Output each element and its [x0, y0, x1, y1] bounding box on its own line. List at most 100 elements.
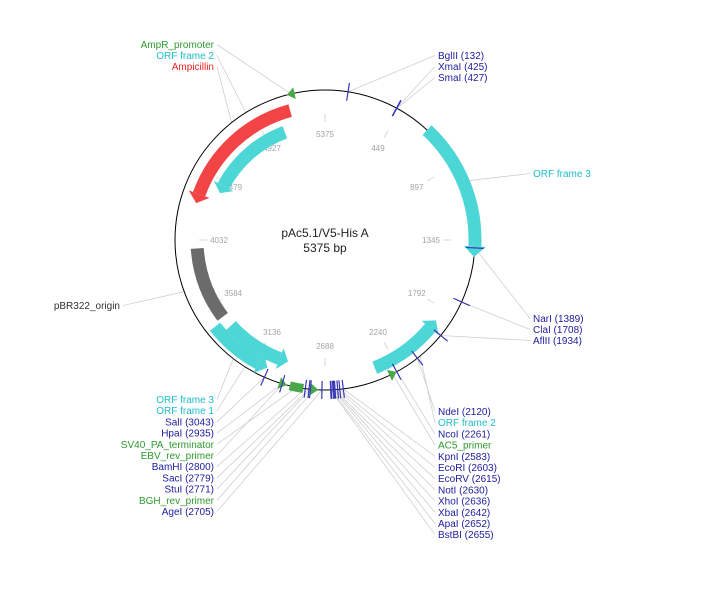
leader-line — [216, 389, 311, 490]
orf-frame-2-arrowhead — [213, 180, 234, 194]
site-sali-3043 — [260, 368, 269, 386]
site-xhoi-2636 — [332, 380, 336, 399]
label-ac5-primer: AC5_primer — [438, 441, 492, 452]
label-bamhi-2800: BamHI (2800) — [152, 462, 214, 473]
label-xmai-425: XmaI (425) — [438, 62, 487, 73]
tick-line — [426, 176, 435, 182]
label-orf-frame-1: ORF frame 1 — [156, 406, 214, 417]
leader-line — [347, 55, 436, 93]
site-bamhi-2800 — [303, 379, 308, 398]
tick-label: 2688 — [316, 342, 334, 351]
label-smai-427: SmaI (427) — [438, 73, 487, 84]
site-kpni-2583 — [341, 379, 345, 398]
restriction-site-marks — [260, 82, 484, 399]
leader-line — [334, 389, 436, 491]
leader-line — [216, 383, 283, 434]
label-stui-2771: StuI (2771) — [165, 485, 214, 496]
site-stui-2771 — [308, 380, 312, 399]
leader-line — [396, 66, 436, 109]
label-hpai-2935: HpaI (2935) — [161, 429, 214, 440]
tick-line — [383, 341, 389, 350]
label-apai-2652: ApaI (2652) — [438, 519, 490, 530]
site-smai-427 — [391, 100, 402, 117]
label-xbai-2642: XbaI (2642) — [438, 508, 490, 519]
leader-line — [333, 389, 436, 502]
leader-line — [332, 389, 436, 513]
sv40-pa-terminator-marker — [288, 381, 304, 393]
label-xhoi-2636: XhoI (2636) — [438, 497, 490, 508]
leader-line — [330, 389, 436, 524]
site-nari-1389 — [465, 246, 484, 250]
label-ncoi-2261: NcoI (2261) — [438, 429, 490, 440]
site-noti-2630 — [333, 380, 337, 399]
leader-line — [343, 388, 436, 457]
orf-frame-2-arrowhead — [421, 320, 439, 336]
label-saci-2779: SacI (2779) — [162, 473, 214, 484]
leader-line — [122, 291, 185, 306]
feature-arcs — [188, 87, 486, 396]
leader-line — [216, 376, 265, 423]
site-ecori-2603 — [338, 380, 342, 399]
site-bstbi-2655 — [329, 380, 332, 399]
label-ampr-promoter: AmpR_promoter — [141, 40, 215, 51]
leader-line — [216, 389, 323, 512]
label-ndei-2120: NdeI (2120) — [438, 407, 491, 418]
label-clai-1708: ClaI (1708) — [533, 325, 582, 336]
leader-line — [216, 388, 310, 479]
site-xbai-2642 — [331, 380, 335, 399]
leader-line — [216, 366, 246, 411]
tick-label: 4927 — [263, 144, 281, 153]
label-nari-1389: NarI (1389) — [533, 314, 584, 325]
leader-line — [339, 388, 436, 468]
leader-line — [419, 355, 436, 423]
label-bstbi-2655: BstBI (2655) — [438, 530, 494, 541]
label-kpni-2583: KpnI (2583) — [438, 452, 490, 463]
orf-frame-1-arrowhead — [275, 348, 289, 369]
label-agei-2705: AgeI (2705) — [162, 507, 214, 518]
leader-line — [337, 389, 436, 479]
orf-frame-2-arc — [372, 323, 436, 374]
label-bglii-132: BglII (132) — [438, 51, 484, 62]
label-noti-2630: NotI (2630) — [438, 485, 488, 496]
label-sv40-pa-terminator: SV40_PA_terminator — [121, 440, 215, 451]
tick-marks: 5375 449 897 1345 1792 2240 2688 3136 3584 4032 44… — [199, 114, 451, 366]
tick-label: 449 — [371, 144, 385, 153]
tick-label: 4032 — [210, 236, 228, 245]
leader-line — [216, 388, 306, 467]
ampicillin-arrowhead — [188, 190, 210, 204]
tick-line — [426, 298, 435, 304]
leader-line — [216, 383, 283, 456]
tick-label: 1792 — [408, 289, 426, 298]
label-aflii-1934: AflII (1934) — [533, 336, 582, 347]
label-ampicillin: Ampicillin — [172, 62, 214, 73]
site-hpai-2935 — [279, 374, 286, 393]
leader-line — [216, 66, 232, 123]
site-aflii-1934 — [433, 329, 449, 342]
label-ecori-2603: EcoRI (2603) — [438, 463, 497, 474]
leader-line — [330, 389, 436, 535]
site-saci-2779 — [307, 380, 311, 399]
label-bgh-rev-primer: BGH_rev_primer — [139, 496, 215, 507]
site-clai-1708 — [453, 297, 471, 307]
leader-line — [474, 247, 531, 319]
label-sali-3043: SalI (3043) — [165, 417, 214, 428]
ac5-primer-marker — [386, 370, 397, 381]
site-bglii-132 — [346, 82, 351, 101]
plasmid-size: 5375 bp — [303, 241, 347, 255]
leader-line — [396, 371, 436, 435]
label-ecorv-2615: EcoRV (2615) — [438, 474, 501, 485]
plasmid-name: pAc5.1/V5-His A — [281, 226, 368, 240]
tick-label: 2240 — [369, 328, 387, 337]
orf-frame-2-arc — [217, 126, 288, 190]
label-leader-lines — [122, 44, 531, 535]
leader-line — [463, 173, 531, 182]
orf-frame-1-arc — [226, 320, 283, 365]
tick-label: 897 — [410, 183, 424, 192]
label-orf-frame-3: ORF frame 3 — [533, 169, 591, 180]
leader-line — [216, 44, 292, 95]
tick-label: 5375 — [316, 130, 334, 139]
ampr-promoter-marker — [286, 87, 296, 100]
leader-line — [216, 389, 315, 501]
